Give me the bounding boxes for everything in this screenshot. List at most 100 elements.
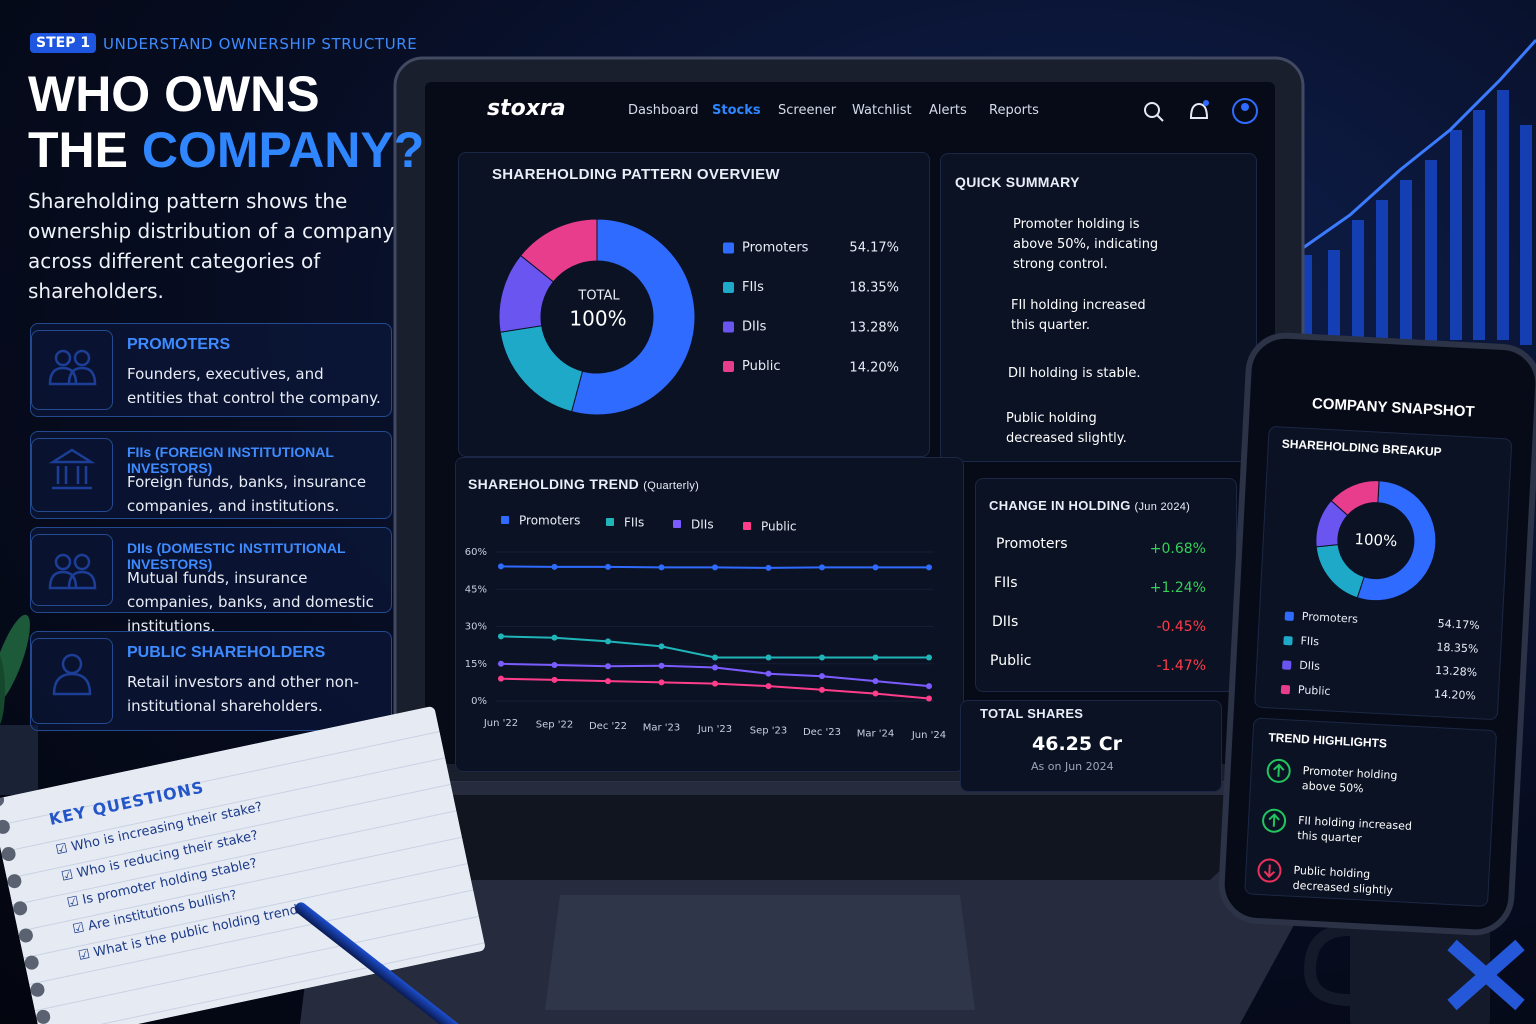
nav-item[interactable]: Reports — [989, 103, 1039, 118]
card-title: PROMOTERS — [127, 336, 231, 353]
legend-swatch — [743, 522, 751, 530]
legend-swatch — [723, 282, 734, 293]
legend-value: 13.28% — [849, 321, 899, 336]
nav-item[interactable]: Dashboard — [628, 103, 699, 118]
legend-value: 14.20% — [1434, 687, 1477, 702]
legend-value: 13.28% — [1435, 664, 1478, 679]
donut-slice — [1356, 480, 1437, 602]
legend-label: Public — [742, 359, 780, 374]
nav-icons — [1144, 98, 1258, 124]
nav-item[interactable]: Watchlist — [852, 103, 912, 118]
point — [872, 678, 879, 685]
point — [926, 654, 932, 661]
legend-label: DIIs — [742, 320, 767, 335]
decor-trend — [1299, 38, 1536, 252]
point — [498, 660, 504, 667]
point — [819, 686, 825, 693]
total-value: 46.25 Cr — [1032, 733, 1123, 755]
legend-swatch — [673, 520, 681, 528]
highlight: Public holding decreased slightly — [1292, 863, 1394, 898]
overview-title: SHAREHOLDING PATTERN OVERVIEW — [492, 166, 780, 183]
x-tick-label: Sep '23 — [750, 726, 788, 737]
nav-item[interactable]: Stocks — [712, 103, 761, 118]
change-panel: CHANGE IN HOLDING (Jun 2024) Promoters +0… — [975, 478, 1237, 692]
card-text: Retail investors and other non-instituti… — [127, 673, 359, 715]
summary-title: QUICK SUMMARY — [955, 174, 1080, 190]
point — [712, 680, 718, 687]
logo — [1447, 939, 1525, 1011]
legend-value: 18.35% — [849, 281, 899, 296]
point — [872, 654, 879, 661]
trend-panel: SHAREHOLDING TREND (Quarterly) 0% 15% 30% 4… — [455, 457, 964, 772]
card: DIIs (DOMESTIC INSTITUTIONAL INVESTORS) M… — [30, 527, 392, 635]
card-text: Mutual funds, insurance companies, banks… — [127, 569, 374, 635]
point — [551, 676, 558, 683]
change-subtitle: (Jun 2024) — [1134, 501, 1191, 513]
card: PUBLIC SHAREHOLDERS Retail investors and … — [30, 631, 392, 731]
donut-slice — [520, 218, 598, 283]
nav-item[interactable]: Alerts — [929, 103, 967, 118]
change-value: +0.68% — [1149, 541, 1206, 557]
x-tick-label: Jun '24 — [911, 730, 946, 741]
legend-label: FIIs — [1300, 634, 1319, 648]
point — [765, 564, 772, 571]
legend-label: Promoters — [519, 514, 580, 528]
donut-slice — [571, 218, 696, 416]
change-name: Promoters — [996, 536, 1068, 552]
card-text: Founders, executives, and entities that … — [127, 365, 381, 407]
point — [605, 663, 611, 670]
step-badge: STEP 1 — [30, 33, 97, 53]
card: FIIs (FOREIGN INSTITUTIONAL INVESTORS) Fo… — [30, 431, 392, 519]
point — [926, 683, 932, 690]
change-value: -0.45% — [1156, 619, 1206, 635]
point — [551, 563, 558, 570]
donut-chart: Promoters 54.17% FIIs 18.35% DIIs 13.28% Publi… — [498, 218, 899, 416]
card-title: PUBLIC SHAREHOLDERS — [127, 644, 326, 661]
total-shares: TOTAL SHARES 46.25 Cr As on Jun 2024 — [960, 700, 1222, 792]
headline-line2: THE — [28, 122, 128, 178]
x-tick-label: Mar '23 — [643, 723, 681, 734]
plant — [0, 614, 38, 795]
point — [498, 563, 504, 570]
highlight-icons — [1257, 758, 1291, 883]
summary-item: DII holding is stable. — [1008, 366, 1141, 381]
legend-label: DIIs — [1299, 659, 1321, 673]
legend-value: 54.17% — [1437, 617, 1480, 632]
donut-slice — [1330, 480, 1380, 516]
x-tick-label: Sep '22 — [536, 720, 574, 731]
card-text: Foreign funds, banks, insurance companie… — [127, 473, 367, 515]
point — [712, 564, 718, 571]
legend-label: FIIs — [742, 280, 764, 295]
highlight: Promoter holding above 50% — [1301, 764, 1398, 796]
change-title: CHANGE IN HOLDING (Jun 2024) — [989, 498, 1190, 513]
change-name: Public — [990, 653, 1032, 669]
summary-item: FII holding increased this quarter. — [1011, 298, 1146, 333]
card-title: FIIs (FOREIGN INSTITUTIONAL INVESTORS) — [127, 444, 334, 476]
point — [765, 670, 772, 677]
point — [819, 673, 825, 680]
nav-item[interactable]: Screener — [778, 103, 837, 118]
legend-swatch — [723, 361, 734, 372]
point — [551, 661, 558, 668]
donut-slice — [499, 325, 584, 413]
legend-label: Promoters — [742, 241, 809, 256]
step-subtitle: UNDERSTAND OWNERSHIP STRUCTURE — [103, 35, 418, 53]
donut-slice — [1315, 544, 1365, 599]
legend-swatch — [1283, 636, 1293, 646]
donut-center-label: TOTAL — [577, 289, 620, 304]
summary-item: Public holding decreased slightly. — [1006, 411, 1127, 446]
point — [605, 638, 611, 645]
total-title: TOTAL SHARES — [980, 706, 1084, 721]
point — [819, 564, 825, 571]
overview-panel: SHAREHOLDING PATTERN OVERVIEW Promoters 5… — [458, 152, 930, 457]
card: PROMOTERS Founders, executives, and entit… — [30, 323, 392, 417]
change-name: FIIs — [994, 575, 1018, 591]
change-value: +1.24% — [1149, 580, 1206, 596]
y-tick-label: 0% — [471, 696, 487, 707]
legend-swatch — [1282, 660, 1292, 670]
legend-swatch — [606, 518, 614, 526]
y-tick-label: 60% — [465, 547, 487, 558]
legend-value: 18.35% — [1436, 640, 1479, 655]
phone-donut: Promoters 54.17% FIIs 18.35% DIIs 13.28% Publi… — [1257, 480, 1480, 883]
